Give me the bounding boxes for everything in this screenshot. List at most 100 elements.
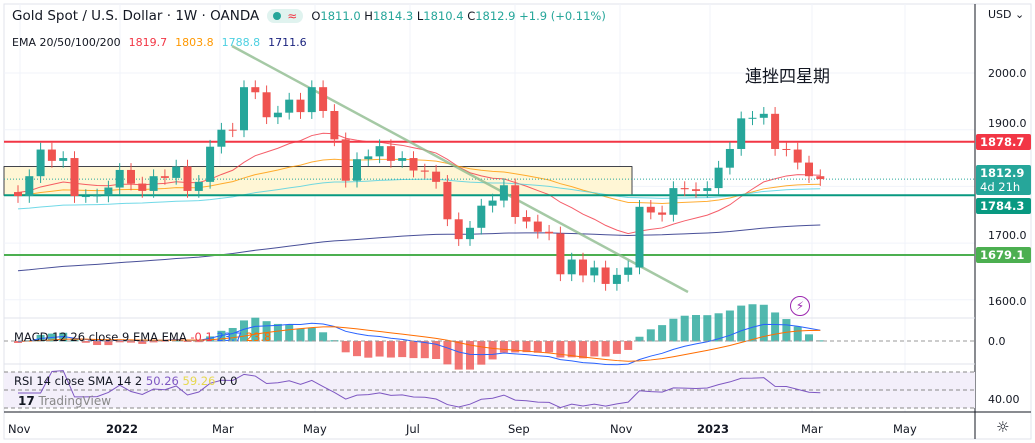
macd-histogram-bar: [579, 341, 587, 359]
candle-body: [240, 87, 248, 131]
candle-body: [680, 188, 689, 190]
macd-histogram-bar: [466, 341, 474, 370]
candle-body: [160, 176, 169, 178]
price-tick: 1700.0: [988, 229, 1027, 242]
macd-histogram-bar: [635, 336, 644, 342]
candle-body: [556, 233, 565, 275]
macd-histogram-bar: [138, 341, 147, 344]
annotation-text[interactable]: 連挫四星期: [745, 67, 830, 87]
macd-histogram-bar: [477, 341, 486, 365]
macd-histogram-bar: [545, 341, 554, 353]
settings-gear-icon[interactable]: ☼: [996, 418, 1010, 436]
candle-body: [658, 212, 667, 215]
macd-histogram-bar: [375, 341, 384, 357]
macd-histogram-bar: [409, 341, 418, 359]
candle-body: [432, 171, 441, 182]
candle-body: [217, 129, 226, 147]
candle-body: [748, 117, 757, 119]
candle-body: [545, 231, 554, 234]
ema200-line: [17, 224, 821, 272]
time-label: Nov: [8, 422, 31, 436]
ema20-value: 1819.7: [128, 36, 168, 49]
macd-histogram-bar: [319, 332, 328, 342]
macd-tick: 0.0: [988, 335, 1006, 348]
candle-body: [646, 206, 655, 213]
macd-histogram-bar: [386, 341, 395, 358]
macd-histogram-bar: [398, 341, 407, 358]
candle-body: [420, 170, 429, 172]
candle-body: [138, 183, 147, 191]
candle-body: [398, 158, 407, 161]
macd-histogram-bar: [194, 341, 203, 343]
macd-histogram-bar: [420, 341, 429, 359]
macd-histogram-bar: [612, 341, 621, 354]
lightning-alert-icon[interactable]: ⚡: [790, 296, 810, 316]
candle-body: [183, 166, 192, 191]
candle-body: [409, 158, 418, 171]
macd-histogram-bar: [567, 341, 576, 358]
macd-histogram-bar: [771, 312, 780, 342]
macd-histogram-bar: [624, 341, 633, 350]
macd-histogram-bar: [115, 341, 124, 343]
macd-histogram-bar: [522, 341, 531, 353]
time-label: 2022: [106, 422, 139, 436]
macd-histogram-bar: [692, 315, 700, 342]
candle-body: [816, 176, 825, 180]
macd-histogram-bar: [296, 328, 305, 342]
macd-legend[interactable]: MACD 12 26 close 9 EMA EMA -0.1 23.7 23.…: [14, 330, 272, 344]
symbol-title[interactable]: Gold Spot / U.S. Dollar · 1W · OANDA: [12, 8, 260, 24]
candle-body: [149, 176, 158, 191]
time-label: May: [303, 422, 327, 436]
macd-histogram-bar: [240, 320, 248, 342]
price-tick: 2000.0: [988, 67, 1027, 80]
macd-histogram-bar: [273, 323, 282, 342]
rsi-line: [18, 370, 821, 409]
candle-body: [81, 196, 90, 198]
macd-histogram-bar: [805, 334, 813, 342]
time-label: Jul: [406, 422, 420, 436]
candle-body: [36, 149, 45, 177]
macd-histogram-bar: [658, 325, 667, 342]
macd-histogram-bar: [454, 341, 463, 370]
macd-histogram-bar: [601, 341, 610, 357]
macd-histogram-bar: [364, 341, 373, 358]
candle-body: [251, 87, 260, 93]
macd-histogram-bar: [646, 329, 655, 342]
macd-histogram-bar: [93, 341, 102, 346]
macd-histogram-bar: [703, 315, 712, 342]
macd-histogram-bar: [14, 341, 22, 343]
candle-body: [737, 118, 746, 149]
ema50-value: 1803.8: [175, 36, 214, 49]
frame: [3, 3, 1032, 440]
market-status[interactable]: ≈: [267, 9, 304, 23]
candle-body: [703, 188, 712, 191]
candle-body: [522, 217, 531, 222]
macd-histogram-bar: [759, 304, 768, 342]
macd-histogram-bar: [285, 324, 294, 342]
time-label: 2023: [697, 422, 730, 436]
macd-histogram-bar: [737, 305, 746, 342]
candle-body: [511, 185, 520, 218]
tradingview-logo[interactable]: 17 TradingView: [18, 394, 112, 408]
candle-body: [725, 148, 734, 168]
currency-select[interactable]: USD ⌄: [988, 8, 1025, 21]
rsi-legend[interactable]: RSI 14 close SMA 14 2 50.26 59.26 0 0: [14, 374, 238, 388]
macd-histogram-bar: [307, 327, 316, 342]
support-price-tag: 1784.3: [976, 198, 1031, 214]
macd-histogram-bar: [669, 318, 678, 342]
macd-histogram-bar: [725, 310, 734, 342]
time-label: Mar: [801, 422, 823, 436]
time-label: Sep: [508, 422, 530, 436]
candle-body: [601, 267, 610, 284]
candle-body: [273, 112, 282, 118]
downtrend-line: [231, 44, 689, 294]
candle-body: [499, 185, 508, 201]
candle-body: [25, 176, 34, 197]
macd-histogram-bar: [748, 304, 757, 342]
signal-line: [17, 326, 821, 362]
candle-body: [115, 169, 124, 188]
candle-body: [194, 181, 203, 191]
candle-body: [488, 200, 497, 206]
ema-legend[interactable]: EMA 20/50/100/200 1819.7 1803.8 1788.8 1…: [12, 36, 307, 49]
